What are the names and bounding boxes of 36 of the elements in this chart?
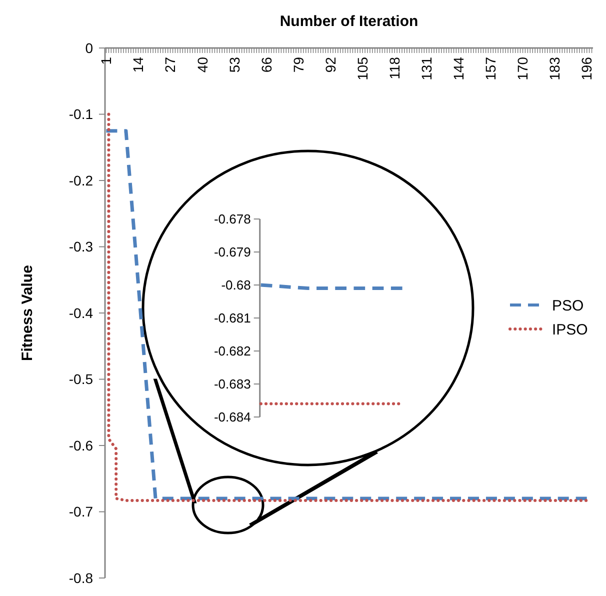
x-tick-label: 183 (546, 56, 563, 80)
y-tick-label: -0.682 (214, 344, 251, 359)
x-tick-label: 92 (322, 56, 338, 73)
y-tick-label: -0.8 (68, 570, 94, 586)
x-tick-label: 118 (386, 56, 402, 80)
y-tick-label: -0.68 (221, 278, 251, 293)
x-tick-label: 196 (578, 56, 595, 80)
y-tick-label: 0 (85, 40, 94, 56)
x-axis-title: Number of Iteration (280, 13, 418, 30)
y-tick-label: -0.683 (214, 376, 251, 392)
y-tick-label: -0.7 (68, 504, 94, 520)
x-tick-label: 27 (162, 56, 178, 73)
x-tick-label: 105 (354, 56, 370, 80)
x-tick-label: 1 (98, 56, 114, 65)
y-axis-title: Fitness Value (19, 265, 36, 361)
y-tick-label: -0.2 (68, 172, 94, 188)
y-tick-label: -0.5 (68, 371, 94, 388)
y-tick-label: -0.684 (214, 410, 251, 425)
legend-label: PSO (552, 297, 584, 314)
x-tick-label: 66 (258, 56, 274, 73)
y-tick-label: -0.4 (68, 304, 94, 321)
y-tick-label: -0.6 (68, 437, 94, 454)
x-tick-label: 170 (514, 56, 531, 80)
y-tick-label: -0.678 (214, 212, 251, 227)
x-tick-label: 79 (290, 56, 306, 73)
y-tick-label: -0.1 (68, 106, 94, 122)
x-tick-label: 131 (418, 56, 435, 80)
y-tick-label: -0.679 (214, 244, 251, 260)
x-tick-label: 157 (482, 56, 499, 80)
x-tick-label: 40 (194, 56, 210, 73)
x-tick-label: 144 (450, 56, 467, 80)
y-tick-label: -0.681 (214, 310, 251, 326)
y-tick-label: -0.3 (68, 238, 94, 255)
x-tick-label: 14 (130, 56, 146, 73)
legend-label: IPSO (552, 321, 588, 338)
x-tick-label: 53 (226, 56, 242, 73)
